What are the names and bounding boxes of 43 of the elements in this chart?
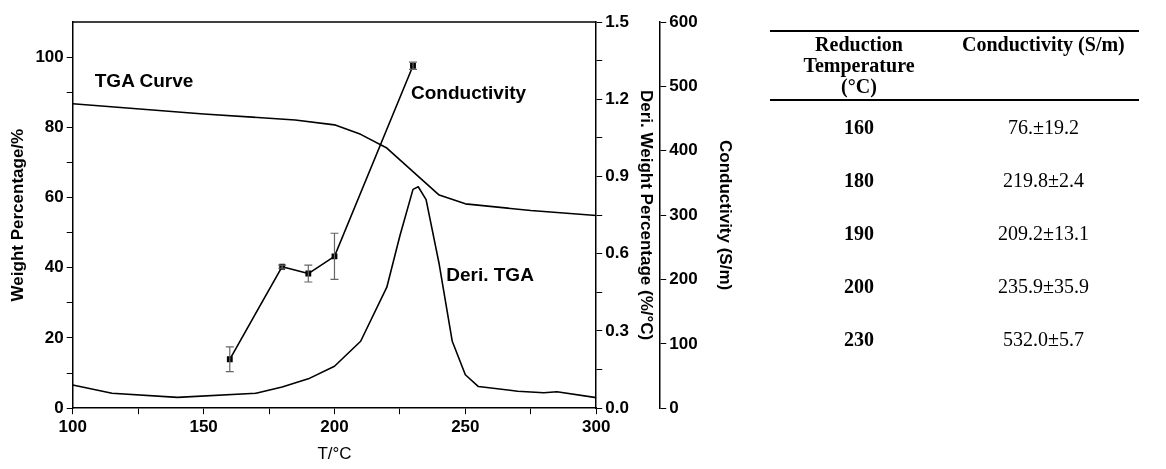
text: 532.0±5.7 bbox=[1002, 328, 1084, 350]
y-axis-title: Weight Percentage/% bbox=[7, 128, 27, 302]
text: 230 bbox=[844, 328, 874, 350]
y3-tick-label: 500 bbox=[669, 76, 698, 96]
category-label: Reduction Temperature (°C) bbox=[770, 31, 948, 100]
y-tick-label: 100 bbox=[35, 46, 64, 66]
series-label: Conductivity bbox=[411, 82, 527, 103]
y2-tick-label: 0.9 bbox=[605, 166, 629, 186]
text: 219.8±2.4 bbox=[1002, 169, 1084, 191]
y-tick-label: 80 bbox=[44, 117, 64, 137]
text: 209.2±13.1 bbox=[997, 222, 1089, 244]
y3-tick-label: 300 bbox=[669, 204, 698, 224]
text: 200 bbox=[844, 275, 874, 297]
x-tick-label: 300 bbox=[582, 417, 611, 437]
series-label: TGA Curve bbox=[94, 70, 194, 92]
y2-tick-label: 1.2 bbox=[605, 88, 629, 108]
y-tick-label: 20 bbox=[44, 327, 64, 347]
x-tick-label: 100 bbox=[58, 417, 87, 437]
x-tick-label: 200 bbox=[320, 417, 349, 437]
y3-tick-label: 0 bbox=[669, 397, 679, 417]
y3-tick-label: 400 bbox=[669, 140, 698, 160]
y-tick-label: 40 bbox=[44, 257, 64, 277]
text: 235.9±35.9 bbox=[997, 275, 1089, 297]
text: 190 bbox=[844, 222, 874, 244]
y2-tick-label: 0.3 bbox=[605, 320, 629, 340]
x-axis-title: T/°C bbox=[317, 444, 352, 464]
y3-tick-label: 600 bbox=[669, 11, 698, 31]
text: 180 bbox=[844, 169, 874, 191]
y2-tick-label: 0.0 bbox=[605, 397, 629, 417]
x-tick-label: 250 bbox=[451, 417, 480, 437]
series-label: Deri. TGA bbox=[446, 263, 535, 285]
y2-tick-label: 0.6 bbox=[605, 243, 629, 263]
y3-tick-label: 100 bbox=[669, 333, 698, 353]
y2-tick-label: 1.5 bbox=[605, 11, 629, 31]
y3-axis-title: Conductivity (S/m) bbox=[716, 140, 736, 291]
x-tick-label: 150 bbox=[189, 417, 218, 437]
y2-axis-title: Deri. Weight Percentage (%/°C) bbox=[637, 90, 657, 341]
y-tick-label: 0 bbox=[54, 397, 64, 417]
text: 160 bbox=[844, 116, 874, 138]
y-tick-label: 60 bbox=[44, 187, 64, 207]
text: 76.±19.2 bbox=[1007, 116, 1079, 138]
category-label: Conductivity (S/m) bbox=[948, 31, 1139, 100]
y3-tick-label: 200 bbox=[669, 269, 698, 289]
